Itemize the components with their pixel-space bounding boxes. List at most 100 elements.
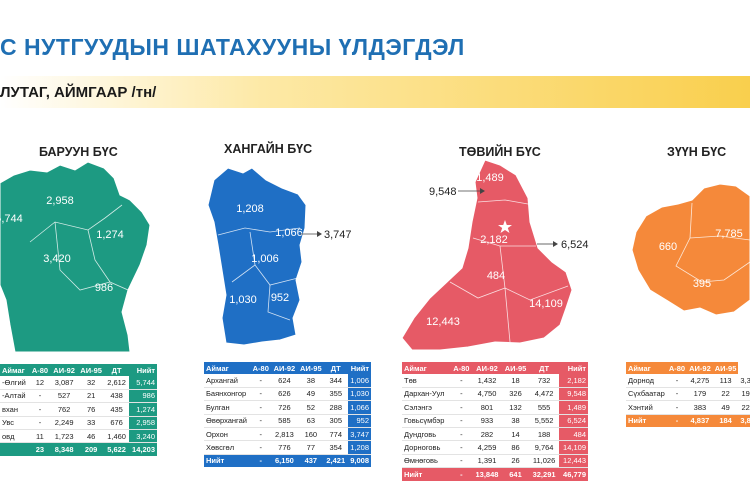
- table-total-row: Нийт - 13,848 641 32,291 46,779: [402, 467, 588, 481]
- table-header-cell: ДТ: [104, 364, 129, 377]
- table-cell: -: [450, 467, 473, 481]
- table-header-row: Аймаг А-80 АИ-92 АИ-95 ДТ Нийт: [402, 362, 588, 375]
- table-cell: 14,203: [128, 442, 157, 456]
- table-cell: Архангай: [204, 374, 251, 388]
- table-cell: 23: [29, 442, 51, 456]
- table-cell: Хөвсгөл: [204, 440, 251, 455]
- table-cell: 952: [347, 414, 371, 428]
- capital-star-icon: [498, 220, 512, 233]
- table-cell: 3,240: [128, 429, 157, 444]
- table-cell: Дундговь: [402, 427, 451, 442]
- table-header-cell: А-80: [666, 362, 688, 375]
- callout-arrowhead: [480, 188, 485, 194]
- table-cell: 4,275: [687, 374, 713, 388]
- table-cell: 355: [324, 387, 348, 402]
- table-cell: -: [250, 454, 272, 468]
- table-header-cell: АИ-92: [271, 362, 298, 375]
- table-header-cell: ДТ: [324, 362, 348, 375]
- table-header-cell: Нийт: [128, 364, 157, 377]
- table-cell: Сэлэнгэ: [402, 400, 451, 415]
- table-cell: 76: [77, 402, 105, 417]
- page-subtitle: ЛУТАГ, АЙМГААР /тн/: [0, 84, 157, 101]
- table-header-cell: Аймаг: [626, 362, 667, 375]
- table-cell: 46,779: [558, 467, 588, 481]
- table-cell: 21: [77, 389, 105, 404]
- table-cell: 2,249: [50, 416, 78, 430]
- table-cell: 624: [271, 374, 298, 388]
- table-cell: 986: [128, 389, 157, 404]
- table-cell: -: [450, 387, 473, 402]
- table-cell: 527: [50, 389, 78, 404]
- map-label: 2,958: [46, 195, 74, 207]
- map-label: 14,109: [529, 298, 563, 310]
- table-cell: Нийт: [402, 467, 451, 481]
- table-cell: 11,026: [529, 454, 559, 469]
- table-cell: -: [29, 416, 51, 430]
- table-cell: 9,008: [347, 454, 371, 468]
- table-cell: 8,348: [50, 442, 78, 456]
- table-cell: 188: [529, 427, 559, 442]
- table-cell: 3,087: [50, 376, 78, 390]
- table-cell: 1,432: [472, 374, 502, 388]
- table-cell: 19: [738, 387, 750, 402]
- table-central: Аймаг А-80 АИ-92 АИ-95 ДТ Нийт Төв - 1,4…: [402, 362, 588, 481]
- table-header-cell: АИ-95: [77, 364, 105, 377]
- table-khangai: Аймаг А-80 АИ-92 АИ-95 ДТ Нийт Архангай …: [204, 362, 371, 468]
- table-cell: 5,744: [128, 376, 157, 390]
- callout-arrowhead: [553, 241, 558, 247]
- table-cell: -: [450, 414, 473, 428]
- map-label: 1,274: [96, 229, 124, 241]
- map-label: 7,785: [715, 228, 743, 240]
- table-cell: Төв: [402, 374, 451, 388]
- table-east: Аймаг А-80 АИ-92 АИ-95 Дорнод - 4,275 11…: [626, 362, 750, 427]
- table-row: Дархан-Уул - 4,750 326 4,472 9,548: [402, 387, 588, 402]
- table-total-row: Нийт - 6,150 437 2,421 9,008: [204, 454, 371, 468]
- table-cell: 1,066: [347, 400, 371, 415]
- map-label: 1,030: [229, 294, 257, 306]
- table-cell: 4,259: [472, 440, 502, 455]
- table-row: Өвөрхангай - 585 63 305 952: [204, 414, 371, 428]
- table-cell: 933: [472, 414, 502, 428]
- table-header-cell: Нийт: [347, 362, 371, 375]
- table-cell: -: [450, 400, 473, 415]
- table-cell: 3,3: [738, 374, 750, 388]
- table-cell: 1,489: [558, 400, 588, 415]
- table-cell: 33: [77, 416, 105, 430]
- table-cell: 626: [271, 387, 298, 402]
- table-cell: 762: [50, 402, 78, 417]
- map-label: 1,208: [236, 203, 264, 215]
- table-row: Орхон - 2,813 160 774 3,747: [204, 427, 371, 442]
- table-cell: 12: [29, 376, 51, 390]
- table-cell: -: [29, 389, 51, 404]
- table-cell: 641: [501, 467, 530, 481]
- table-cell: 6,150: [271, 454, 298, 468]
- table-header-row: Аймаг А-80 АИ-92 АИ-95 ДТ Нийт: [0, 364, 157, 377]
- table-cell: 4,472: [529, 387, 559, 402]
- table-header-row: Аймаг А-80 АИ-92 АИ-95 ДТ Нийт: [204, 362, 371, 375]
- table-cell: 113: [712, 374, 739, 388]
- table-cell: -: [29, 402, 51, 417]
- external-label: 9,548: [429, 186, 457, 198]
- table-cell: 1,460: [104, 429, 129, 444]
- table-cell: 5,622: [104, 442, 129, 456]
- table-cell: 9,548: [558, 387, 588, 402]
- table-row: Говьсүмбэр - 933 38 5,552 6,524: [402, 414, 588, 428]
- table-cell: 32: [77, 376, 105, 390]
- table-cell: 86: [501, 440, 530, 455]
- table-header-cell: АИ-92: [687, 362, 713, 375]
- table-cell: Хэнтий: [626, 400, 667, 415]
- table-row: Төв - 1,432 18 732 2,182: [402, 374, 588, 388]
- table-cell: 435: [104, 402, 129, 417]
- map-label: 2,182: [480, 234, 508, 246]
- table-row: Дундговь - 282 14 188 484: [402, 427, 588, 442]
- table-cell: Орхон: [204, 427, 251, 442]
- table-header-cell: АИ-92: [472, 362, 502, 375]
- table-cell: Баянхонгор: [204, 387, 251, 402]
- table-row: Баянхонгор - 626 49 355 1,030: [204, 387, 371, 402]
- table-cell: 4,750: [472, 387, 502, 402]
- table-header-row: Аймаг А-80 АИ-92 АИ-95: [626, 362, 750, 375]
- table-cell: 22: [712, 387, 739, 402]
- table-row: Сүхбаатар - 179 22 19: [626, 387, 750, 402]
- table-cell: Дорноговь: [402, 440, 451, 455]
